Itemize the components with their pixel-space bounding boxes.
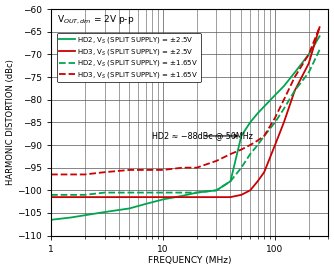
HD3, V$_S$ (SPLIT SUPPLY) = ±1.65V: [49, 173, 53, 176]
HD2, V$_S$ (SPLIT SUPPLY) = ±2.5V: [307, 53, 311, 56]
HD2, V$_S$ (SPLIT SUPPLY) = ±1.65V: [83, 193, 87, 196]
X-axis label: FREQUENCY (MHz): FREQUENCY (MHz): [148, 256, 231, 265]
HD2, V$_S$ (SPLIT SUPPLY) = ±1.65V: [181, 191, 185, 194]
HD2, V$_S$ (SPLIT SUPPLY) = ±1.65V: [248, 153, 252, 156]
HD2, V$_S$ (SPLIT SUPPLY) = ±2.5V: [214, 189, 218, 192]
HD3, V$_S$ (SPLIT SUPPLY) = ±2.5V: [318, 25, 322, 29]
HD3, V$_S$ (SPLIT SUPPLY) = ±1.65V: [195, 166, 199, 169]
Legend: HD2, V$_S$ (SPLIT SUPPLY) = ±2.5V, HD3, V$_S$ (SPLIT SUPPLY) = ±2.5V, HD2, V$_S$: HD2, V$_S$ (SPLIT SUPPLY) = ±2.5V, HD3, …: [57, 33, 201, 82]
HD3, V$_S$ (SPLIT SUPPLY) = ±2.5V: [248, 189, 252, 192]
HD3, V$_S$ (SPLIT SUPPLY) = ±1.65V: [248, 143, 252, 147]
HD2, V$_S$ (SPLIT SUPPLY) = ±1.65V: [127, 191, 131, 194]
HD2, V$_S$ (SPLIT SUPPLY) = ±2.5V: [69, 216, 73, 219]
HD3, V$_S$ (SPLIT SUPPLY) = ±1.65V: [256, 139, 260, 142]
HD2, V$_S$ (SPLIT SUPPLY) = ±1.65V: [262, 134, 266, 138]
Text: V$_{OUT, dm}$ = 2V p-p: V$_{OUT, dm}$ = 2V p-p: [57, 14, 134, 26]
HD2, V$_S$ (SPLIT SUPPLY) = ±2.5V: [49, 218, 53, 221]
HD3, V$_S$ (SPLIT SUPPLY) = ±2.5V: [262, 170, 266, 174]
Text: HD2 ≈ −88dBc @ 50MHz: HD2 ≈ −88dBc @ 50MHz: [152, 131, 253, 140]
HD3, V$_S$ (SPLIT SUPPLY) = ±1.65V: [239, 148, 243, 151]
HD2, V$_S$ (SPLIT SUPPLY) = ±1.65V: [195, 191, 199, 194]
HD2, V$_S$ (SPLIT SUPPLY) = ±1.65V: [256, 143, 260, 147]
HD2, V$_S$ (SPLIT SUPPLY) = ±2.5V: [83, 214, 87, 217]
HD2, V$_S$ (SPLIT SUPPLY) = ±2.5V: [144, 202, 148, 205]
HD3, V$_S$ (SPLIT SUPPLY) = ±1.65V: [69, 173, 73, 176]
HD3, V$_S$ (SPLIT SUPPLY) = ±2.5V: [195, 195, 199, 199]
HD2, V$_S$ (SPLIT SUPPLY) = ±1.65V: [49, 193, 53, 196]
HD3, V$_S$ (SPLIT SUPPLY) = ±1.65V: [262, 134, 266, 138]
Y-axis label: HARMONIC DISTORTION (dBc): HARMONIC DISTORTION (dBc): [6, 59, 15, 185]
Line: HD3, V$_S$ (SPLIT SUPPLY) = ±1.65V: HD3, V$_S$ (SPLIT SUPPLY) = ±1.65V: [51, 27, 320, 175]
HD2, V$_S$ (SPLIT SUPPLY) = ±1.65V: [282, 107, 286, 110]
HD2, V$_S$ (SPLIT SUPPLY) = ±1.65V: [318, 48, 322, 51]
HD3, V$_S$ (SPLIT SUPPLY) = ±1.65V: [181, 166, 185, 169]
Line: HD2, V$_S$ (SPLIT SUPPLY) = ±1.65V: HD2, V$_S$ (SPLIT SUPPLY) = ±1.65V: [51, 50, 320, 195]
HD2, V$_S$ (SPLIT SUPPLY) = ±2.5V: [195, 191, 199, 194]
HD2, V$_S$ (SPLIT SUPPLY) = ±2.5V: [127, 207, 131, 210]
HD3, V$_S$ (SPLIT SUPPLY) = ±2.5V: [214, 195, 218, 199]
HD2, V$_S$ (SPLIT SUPPLY) = ±1.65V: [307, 71, 311, 74]
HD3, V$_S$ (SPLIT SUPPLY) = ±2.5V: [144, 195, 148, 199]
HD2, V$_S$ (SPLIT SUPPLY) = ±1.65V: [273, 121, 277, 124]
HD3, V$_S$ (SPLIT SUPPLY) = ±2.5V: [161, 195, 165, 199]
HD2, V$_S$ (SPLIT SUPPLY) = ±2.5V: [248, 121, 252, 124]
HD2, V$_S$ (SPLIT SUPPLY) = ±1.65V: [161, 191, 165, 194]
HD2, V$_S$ (SPLIT SUPPLY) = ±2.5V: [273, 93, 277, 97]
HD3, V$_S$ (SPLIT SUPPLY) = ±2.5V: [69, 195, 73, 199]
HD3, V$_S$ (SPLIT SUPPLY) = ±2.5V: [127, 195, 131, 199]
HD3, V$_S$ (SPLIT SUPPLY) = ±2.5V: [273, 143, 277, 147]
HD2, V$_S$ (SPLIT SUPPLY) = ±1.65V: [214, 189, 218, 192]
HD3, V$_S$ (SPLIT SUPPLY) = ±1.65V: [282, 98, 286, 101]
HD2, V$_S$ (SPLIT SUPPLY) = ±2.5V: [181, 194, 185, 197]
HD2, V$_S$ (SPLIT SUPPLY) = ±2.5V: [318, 35, 322, 38]
Line: HD2, V$_S$ (SPLIT SUPPLY) = ±2.5V: HD2, V$_S$ (SPLIT SUPPLY) = ±2.5V: [51, 36, 320, 220]
HD2, V$_S$ (SPLIT SUPPLY) = ±2.5V: [161, 198, 165, 201]
HD2, V$_S$ (SPLIT SUPPLY) = ±1.65V: [293, 89, 297, 92]
HD2, V$_S$ (SPLIT SUPPLY) = ±1.65V: [239, 166, 243, 169]
HD2, V$_S$ (SPLIT SUPPLY) = ±2.5V: [228, 180, 232, 183]
HD2, V$_S$ (SPLIT SUPPLY) = ±2.5V: [103, 211, 107, 214]
HD3, V$_S$ (SPLIT SUPPLY) = ±2.5V: [103, 195, 107, 199]
HD2, V$_S$ (SPLIT SUPPLY) = ±2.5V: [239, 134, 243, 138]
HD2, V$_S$ (SPLIT SUPPLY) = ±1.65V: [228, 180, 232, 183]
HD3, V$_S$ (SPLIT SUPPLY) = ±1.65V: [318, 25, 322, 29]
HD2, V$_S$ (SPLIT SUPPLY) = ±1.65V: [69, 193, 73, 196]
HD3, V$_S$ (SPLIT SUPPLY) = ±1.65V: [307, 53, 311, 56]
Line: HD3, V$_S$ (SPLIT SUPPLY) = ±2.5V: HD3, V$_S$ (SPLIT SUPPLY) = ±2.5V: [51, 27, 320, 197]
HD2, V$_S$ (SPLIT SUPPLY) = ±2.5V: [282, 85, 286, 88]
HD3, V$_S$ (SPLIT SUPPLY) = ±2.5V: [239, 193, 243, 196]
HD2, V$_S$ (SPLIT SUPPLY) = ±1.65V: [144, 191, 148, 194]
HD3, V$_S$ (SPLIT SUPPLY) = ±2.5V: [293, 89, 297, 92]
HD3, V$_S$ (SPLIT SUPPLY) = ±2.5V: [49, 195, 53, 199]
HD3, V$_S$ (SPLIT SUPPLY) = ±1.65V: [144, 168, 148, 172]
HD3, V$_S$ (SPLIT SUPPLY) = ±1.65V: [103, 170, 107, 174]
HD3, V$_S$ (SPLIT SUPPLY) = ±1.65V: [214, 159, 218, 163]
HD3, V$_S$ (SPLIT SUPPLY) = ±2.5V: [256, 180, 260, 183]
HD3, V$_S$ (SPLIT SUPPLY) = ±1.65V: [127, 168, 131, 172]
HD2, V$_S$ (SPLIT SUPPLY) = ±2.5V: [256, 112, 260, 115]
HD3, V$_S$ (SPLIT SUPPLY) = ±2.5V: [228, 195, 232, 199]
HD3, V$_S$ (SPLIT SUPPLY) = ±1.65V: [83, 173, 87, 176]
HD3, V$_S$ (SPLIT SUPPLY) = ±2.5V: [307, 62, 311, 65]
HD3, V$_S$ (SPLIT SUPPLY) = ±1.65V: [273, 116, 277, 120]
HD3, V$_S$ (SPLIT SUPPLY) = ±1.65V: [161, 168, 165, 172]
HD2, V$_S$ (SPLIT SUPPLY) = ±2.5V: [293, 71, 297, 74]
HD3, V$_S$ (SPLIT SUPPLY) = ±2.5V: [83, 195, 87, 199]
HD3, V$_S$ (SPLIT SUPPLY) = ±1.65V: [293, 75, 297, 79]
HD2, V$_S$ (SPLIT SUPPLY) = ±1.65V: [103, 191, 107, 194]
HD3, V$_S$ (SPLIT SUPPLY) = ±2.5V: [181, 195, 185, 199]
HD2, V$_S$ (SPLIT SUPPLY) = ±2.5V: [262, 105, 266, 108]
HD3, V$_S$ (SPLIT SUPPLY) = ±1.65V: [228, 153, 232, 156]
HD3, V$_S$ (SPLIT SUPPLY) = ±2.5V: [282, 121, 286, 124]
